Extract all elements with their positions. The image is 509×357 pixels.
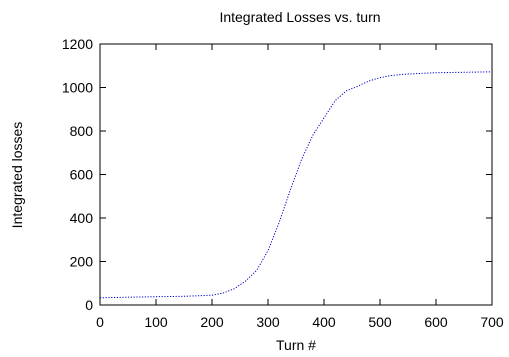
x-tick-label: 700: [480, 314, 504, 330]
y-tick-label: 800: [70, 123, 94, 139]
y-tick-label: 1000: [62, 80, 93, 96]
y-tick-label: 400: [70, 210, 94, 226]
x-tick-label: 400: [312, 314, 336, 330]
y-tick-label: 600: [70, 167, 94, 183]
x-tick-label: 300: [256, 314, 280, 330]
y-tick-label: 1200: [62, 36, 93, 52]
series-group: [99, 71, 493, 299]
y-tick-label: 200: [70, 254, 94, 270]
x-tick-label: 100: [144, 314, 168, 330]
plot-area-border: [99, 43, 493, 306]
x-tick-label: 200: [200, 314, 224, 330]
y-axis-label: Integrated losses: [9, 122, 25, 229]
chart-title: Integrated Losses vs. turn: [219, 9, 380, 25]
plot-frame: [99, 43, 493, 306]
x-tick-label: 600: [424, 314, 448, 330]
x-axis-label: Turn #: [276, 337, 316, 353]
series-line-0: [99, 71, 493, 299]
x-tick-label: 0: [96, 314, 104, 330]
axis-ticks: [99, 43, 493, 306]
y-tick-label: 0: [85, 297, 93, 313]
x-tick-label: 500: [368, 314, 392, 330]
axis-tick-labels: 0 100 200 300 400 500 600 700 0 200 400 600 800 1000 1…: [62, 36, 504, 330]
